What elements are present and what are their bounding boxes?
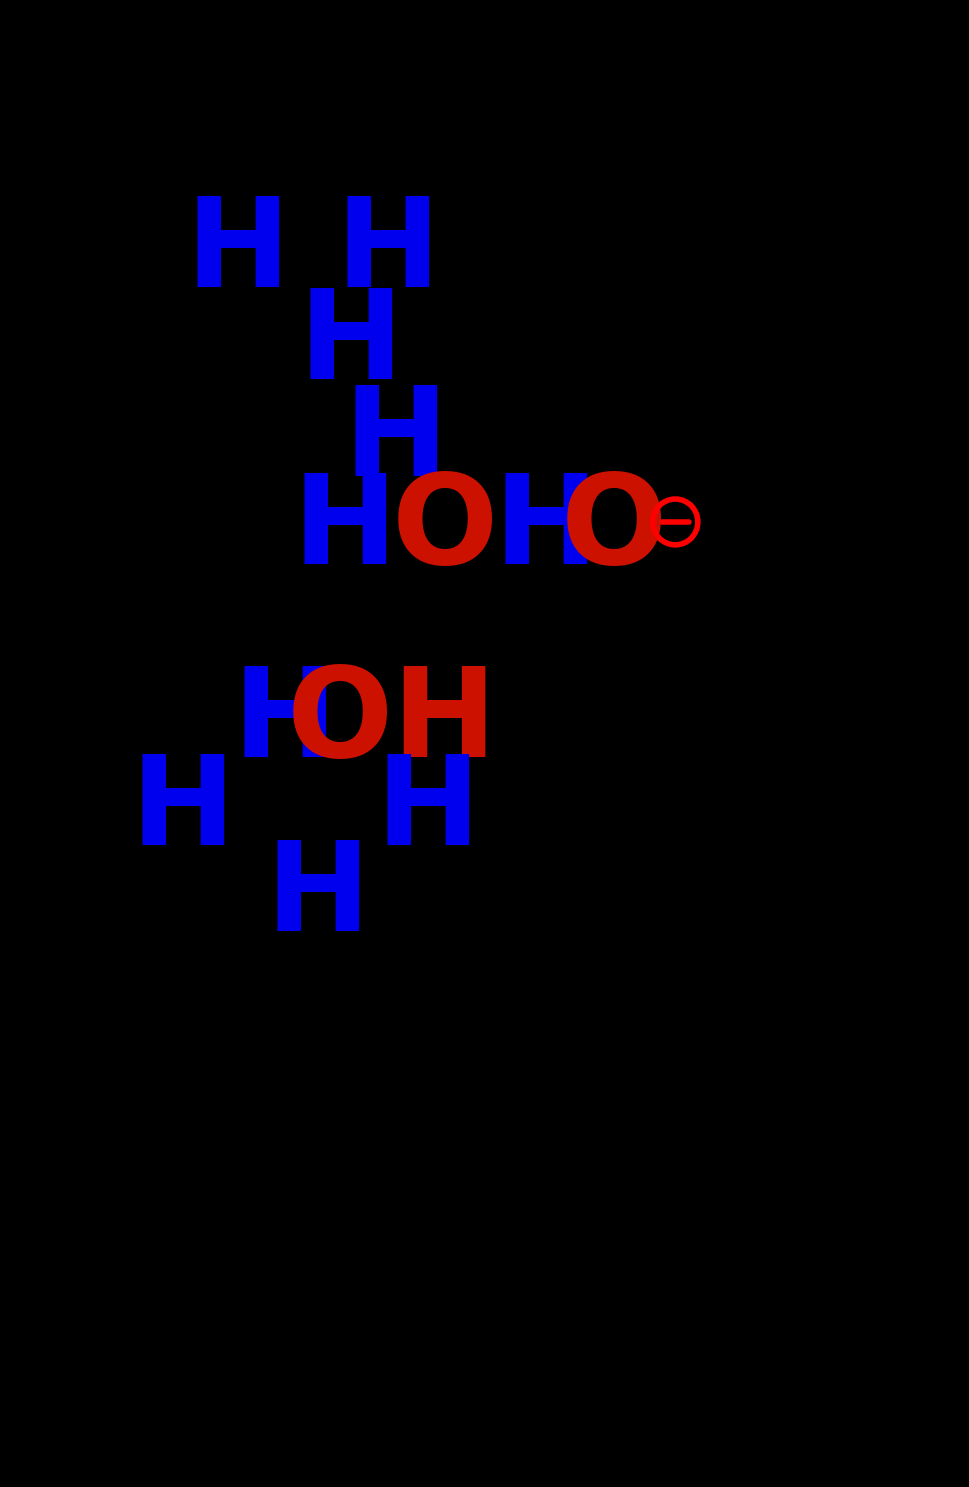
Text: H: H (293, 470, 397, 590)
Text: H: H (493, 470, 598, 590)
Text: H: H (297, 284, 402, 404)
Text: H: H (343, 381, 448, 503)
Text: O: O (560, 470, 666, 590)
Text: H: H (266, 836, 370, 956)
Text: H: H (233, 662, 337, 782)
Text: H: H (185, 192, 290, 314)
Text: H: H (375, 749, 480, 871)
Text: OH: OH (286, 662, 497, 782)
Text: H: H (131, 749, 234, 871)
Text: O: O (391, 470, 497, 590)
Text: H: H (335, 192, 440, 314)
